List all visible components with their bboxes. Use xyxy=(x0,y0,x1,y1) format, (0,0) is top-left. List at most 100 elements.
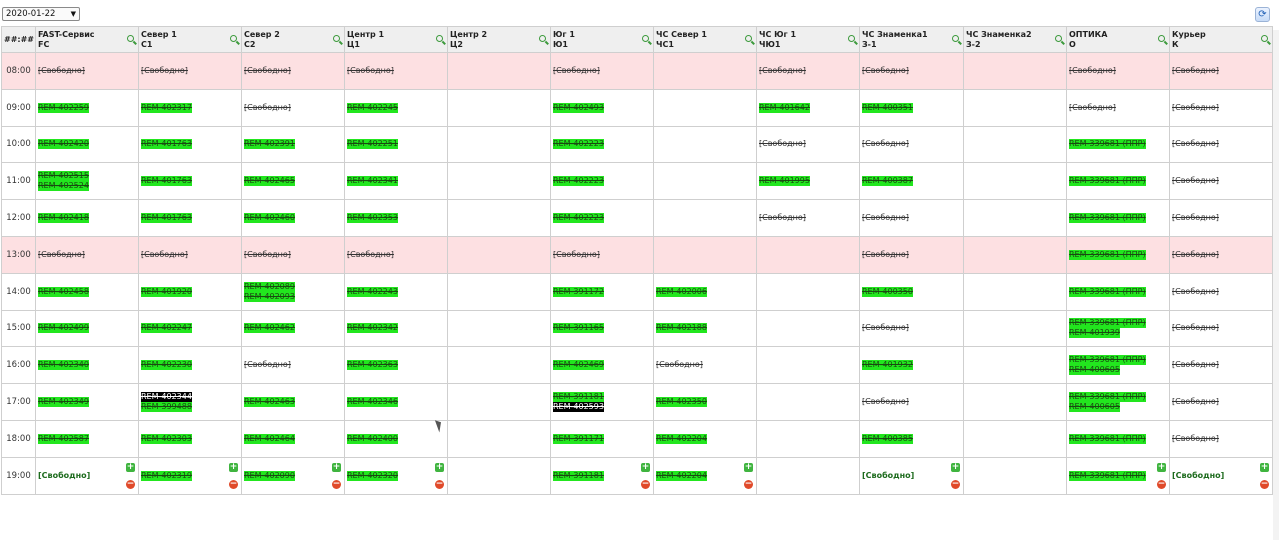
plus-icon[interactable]: + xyxy=(1260,461,1269,472)
slot-cell[interactable]: REM-339681 (ППР) xyxy=(1066,162,1170,201)
slot-cell[interactable]: REM-339681 (ППР) REM-400605 xyxy=(1066,346,1170,385)
slot-cell[interactable]: REM-402223 xyxy=(550,199,654,237)
slot-cell[interactable]: REM-402465 xyxy=(241,162,345,201)
ticket-link[interactable]: REM-402006 xyxy=(656,286,707,297)
slot-cell[interactable]: [Свободно] xyxy=(1169,125,1273,164)
free-slot-link[interactable]: [Свободно] xyxy=(244,65,291,75)
zoom-icon[interactable] xyxy=(1261,35,1268,42)
slot-cell[interactable]: REM-400385 xyxy=(859,419,964,458)
slot-cell[interactable]: [Свободно] xyxy=(344,235,448,274)
ticket-link[interactable]: REM-402469 xyxy=(553,360,604,371)
ticket-link[interactable]: REM-402349 xyxy=(38,397,89,408)
free-slot-link[interactable]: [Свободно] xyxy=(553,65,600,75)
slot-cell[interactable]: REM-402353 xyxy=(344,199,448,237)
plus-icon[interactable]: + xyxy=(951,461,960,472)
slot-cell[interactable]: REM-401763 xyxy=(138,162,242,201)
refresh-button[interactable]: ⟳ xyxy=(1255,7,1270,22)
ticket-link[interactable]: REM-402363 xyxy=(347,360,398,371)
free-slot-link[interactable]: [Свободно] xyxy=(38,470,91,480)
free-slot-link[interactable]: [Свободно] xyxy=(553,249,600,259)
slot-cell[interactable]: [Свободно] xyxy=(1169,235,1273,274)
slot-cell[interactable]: [Свободно] xyxy=(756,52,860,90)
ticket-link[interactable]: REM-402245 xyxy=(347,102,398,113)
slot-cell[interactable]: [Свободно] + − xyxy=(1169,456,1273,495)
free-slot-link[interactable]: [Свободно] xyxy=(244,360,291,370)
free-slot-link[interactable]: [Свободно] xyxy=(1172,65,1219,75)
slot-cell[interactable]: [Свободно] xyxy=(1066,52,1170,90)
ticket-link[interactable]: REM-402524 xyxy=(38,181,89,192)
slot-cell[interactable]: REM-339681 (ППР) xyxy=(1066,235,1170,274)
slot-cell[interactable]: [Свободно] xyxy=(1066,88,1170,127)
slot-cell[interactable]: REM-391171 xyxy=(550,419,654,458)
slot-cell[interactable]: REM-401995 xyxy=(756,162,860,201)
ticket-link[interactable]: REM-339681 (ППР) xyxy=(1069,213,1146,224)
ticket-link[interactable]: REM-402587 xyxy=(38,433,89,444)
ticket-link[interactable]: REM-339681 (ППР) xyxy=(1069,355,1146,366)
slot-cell[interactable]: REM-402340 xyxy=(35,346,139,385)
ticket-link[interactable]: REM-402593 xyxy=(553,402,604,413)
free-slot-link[interactable]: [Свободно] xyxy=(862,213,909,223)
slot-cell[interactable]: REM-339681 (ППР) + − xyxy=(1066,456,1170,495)
ticket-link[interactable]: REM-400385 xyxy=(862,433,913,444)
slot-cell[interactable]: REM-402420 xyxy=(35,125,139,164)
slot-cell[interactable]: REM-402204 + − xyxy=(653,456,757,495)
minus-icon[interactable]: − xyxy=(435,478,444,489)
slot-cell[interactable]: REM-339681 (ППР) xyxy=(1066,199,1170,237)
minus-icon[interactable]: − xyxy=(229,478,238,489)
slot-cell[interactable]: REM-402391 xyxy=(241,125,345,164)
plus-icon[interactable]: + xyxy=(332,461,341,472)
ticket-link[interactable]: REM-402340 xyxy=(38,360,89,371)
slot-cell[interactable]: [Свободно] xyxy=(241,235,345,274)
slot-cell[interactable]: REM-402006 xyxy=(653,272,757,311)
slot-cell[interactable]: REM-402317 xyxy=(138,88,242,127)
zoom-icon[interactable] xyxy=(1055,35,1062,42)
slot-cell[interactable]: REM-402230 xyxy=(138,346,242,385)
slot-cell[interactable]: [Свободно] + − xyxy=(35,456,139,495)
free-slot-link[interactable]: [Свободно] xyxy=(862,65,909,75)
slot-cell[interactable]: [Свободно] xyxy=(859,125,964,164)
free-slot-link[interactable]: [Свободно] xyxy=(1172,213,1219,223)
free-slot-link[interactable]: [Свободно] xyxy=(1172,470,1225,480)
zoom-icon[interactable] xyxy=(230,35,237,42)
free-slot-link[interactable]: [Свободно] xyxy=(141,249,188,259)
slot-cell[interactable]: REM-402342 xyxy=(344,309,448,348)
slot-cell[interactable]: REM-402341 xyxy=(344,162,448,201)
ticket-link[interactable]: REM-402515 xyxy=(38,171,89,182)
plus-icon[interactable]: + xyxy=(229,461,238,472)
ticket-link[interactable]: REM-402400 xyxy=(347,433,398,444)
slot-cell[interactable]: [Свободно] xyxy=(1169,162,1273,201)
slot-cell[interactable]: [Свободно] xyxy=(859,383,964,421)
slot-cell[interactable]: REM-402090 + − xyxy=(241,456,345,495)
ticket-link[interactable]: REM-391165 xyxy=(553,323,604,334)
ticket-link[interactable]: REM-402090 xyxy=(244,470,295,481)
free-slot-link[interactable]: [Свободно] xyxy=(1172,176,1219,186)
free-slot-link[interactable]: [Свободно] xyxy=(38,65,85,75)
free-slot-link[interactable]: [Свободно] xyxy=(656,360,703,370)
slot-cell[interactable]: [Свободно] xyxy=(859,309,964,348)
slot-cell[interactable]: [Свободно] xyxy=(241,346,345,385)
slot-cell[interactable]: REM-402499 xyxy=(35,309,139,348)
slot-cell[interactable]: [Свободно] xyxy=(35,235,139,274)
slot-cell[interactable]: REM-402515 REM-402524 xyxy=(35,162,139,201)
slot-cell[interactable]: [Свободно] xyxy=(241,88,345,127)
slot-cell[interactable]: REM-402344 REM-399488 xyxy=(138,383,242,421)
ticket-link[interactable]: REM-402230 xyxy=(141,360,192,371)
minus-icon[interactable]: − xyxy=(332,478,341,489)
free-slot-link[interactable]: [Свободно] xyxy=(1172,286,1219,296)
slot-cell[interactable]: [Свободно] xyxy=(859,52,964,90)
ticket-link[interactable]: REM-339681 (ППР) xyxy=(1069,249,1146,260)
slot-cell[interactable]: REM-402251 xyxy=(344,125,448,164)
ticket-link[interactable]: REM-402463 xyxy=(244,397,295,408)
ticket-link[interactable]: REM-402259 xyxy=(38,102,89,113)
slot-cell[interactable]: REM-401920 xyxy=(138,272,242,311)
slot-cell[interactable]: REM-402319 + − xyxy=(138,456,242,495)
slot-cell[interactable]: REM-339681 (ППР) REM-400605 xyxy=(1066,383,1170,421)
ticket-link[interactable]: REM-400387 xyxy=(862,176,913,187)
slot-cell[interactable]: REM-402493 xyxy=(550,88,654,127)
ticket-link[interactable]: REM-339681 (ППР) xyxy=(1069,433,1146,444)
ticket-link[interactable]: REM-339681 (ППР) xyxy=(1069,139,1146,150)
free-slot-link[interactable]: [Свободно] xyxy=(862,470,915,480)
ticket-link[interactable]: REM-339681 (ППР) xyxy=(1069,318,1146,329)
free-slot-link[interactable]: [Свободно] xyxy=(759,65,806,75)
slot-cell[interactable]: REM-402223 xyxy=(550,125,654,164)
